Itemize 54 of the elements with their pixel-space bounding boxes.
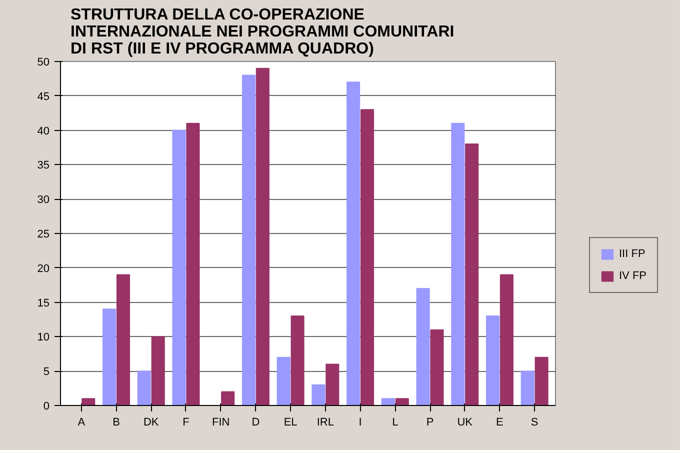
x-tick-label: S [530,416,538,428]
bar [346,82,360,406]
bar [172,130,186,406]
bar [116,274,130,406]
x-tick-label: A [78,416,86,428]
bar [82,398,96,406]
y-tick-label: 25 [37,228,50,240]
bar [430,329,444,406]
y-tick-label: 15 [37,297,50,310]
bar [465,144,479,406]
x-tick-label: DK [143,416,160,428]
x-tick-label: B [112,416,120,428]
x-tick-label: IRL [316,416,334,428]
x-tick-label: F [182,416,190,428]
bar [381,398,395,406]
bar [360,109,374,406]
bar [137,370,151,406]
y-tick-label: 50 [37,56,50,68]
y-tick-label: 30 [37,194,50,206]
x-tick-label: L [392,416,398,428]
bar [151,336,165,406]
x-tick-label: D [252,416,260,428]
bar [221,391,235,406]
y-tick-label: 5 [43,366,50,378]
bar [186,122,200,406]
y-tick-label: 20 [37,262,50,275]
chart-title: STRUTTURA DELLA CO-OPERAZIONE INTERNAZIONALE NEI PROGRAMMI COMUNITARI DI RST (III E IV PROGRAMMA QUADRO) [70,6,454,58]
bar [534,356,548,406]
bar [312,384,326,406]
legend-label: IV FP [619,270,647,282]
x-tick-label: UK [457,416,474,428]
y-tick-label: 35 [37,160,50,172]
bar [486,316,500,406]
bar [276,356,290,406]
bar [290,316,304,406]
x-tick-label: E [496,416,504,428]
bar [520,370,534,406]
x-tick-label: FIN [212,416,230,428]
legend-label: III FP [619,248,646,260]
bar [416,288,430,406]
bar [451,122,465,406]
y-tick-label: 10 [37,332,50,344]
bar [326,364,340,406]
y-tick-label: 40 [37,125,50,138]
x-tick-label: I [358,416,362,428]
x-tick-label: EL [284,416,298,428]
bar [500,274,514,406]
bar [256,68,270,406]
x-tick-label: P [426,416,434,428]
y-tick-label: 45 [37,90,50,103]
y-tick-label: 0 [43,400,50,412]
bar [395,398,409,406]
bar [242,74,256,406]
bar [102,308,116,406]
